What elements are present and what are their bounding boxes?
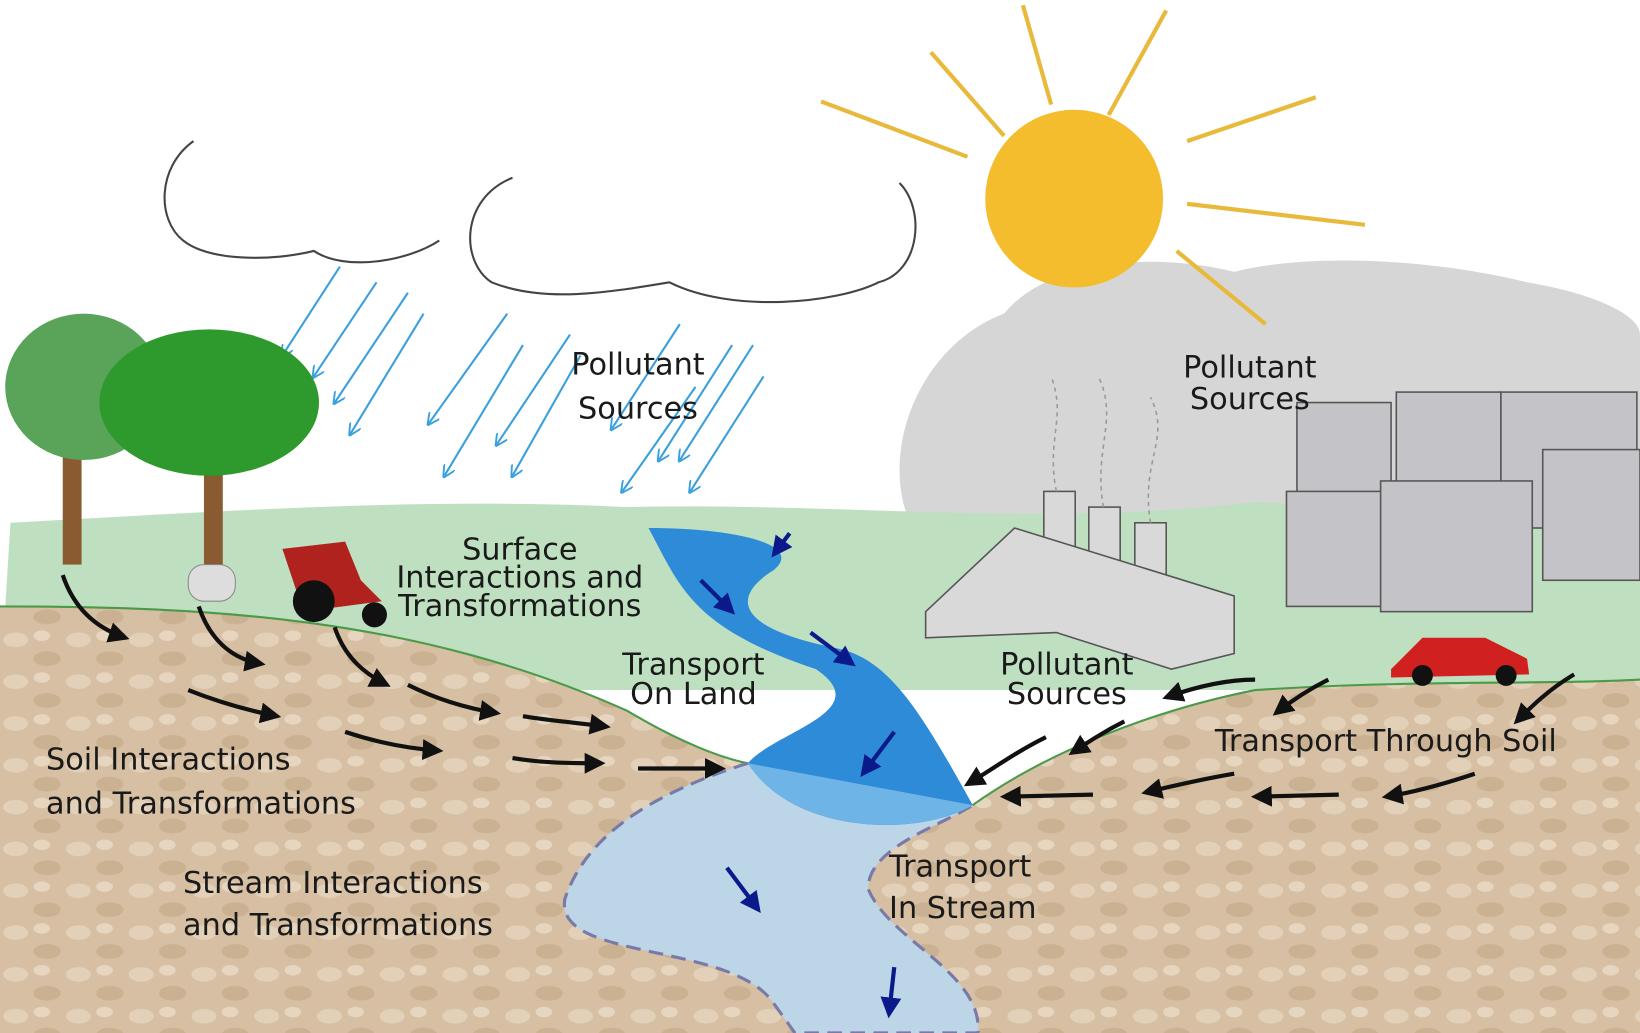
label: Soil Interactions [46,743,291,778]
label: and Transformations [46,787,356,822]
label: Stream Interactions [183,866,483,901]
label: In Stream [889,891,1036,926]
label: Sources [1007,677,1127,712]
buildings [1286,392,1640,612]
label: Pollutant [1183,351,1316,386]
label: Pollutant [571,347,704,382]
label: On Land [630,677,757,712]
label: Sources [1190,382,1310,417]
clouds [165,141,916,302]
label: and Transformations [183,908,493,943]
page: PollutantSourcesPollutantSourcesSurfaceI… [0,0,1640,1033]
label: Sources [578,391,698,426]
label: Transformations [397,589,641,624]
label: Transport Through Soil [1214,724,1557,759]
label: Transport [888,849,1031,884]
diagram: PollutantSourcesPollutantSourcesSurfaceI… [0,0,1640,1033]
